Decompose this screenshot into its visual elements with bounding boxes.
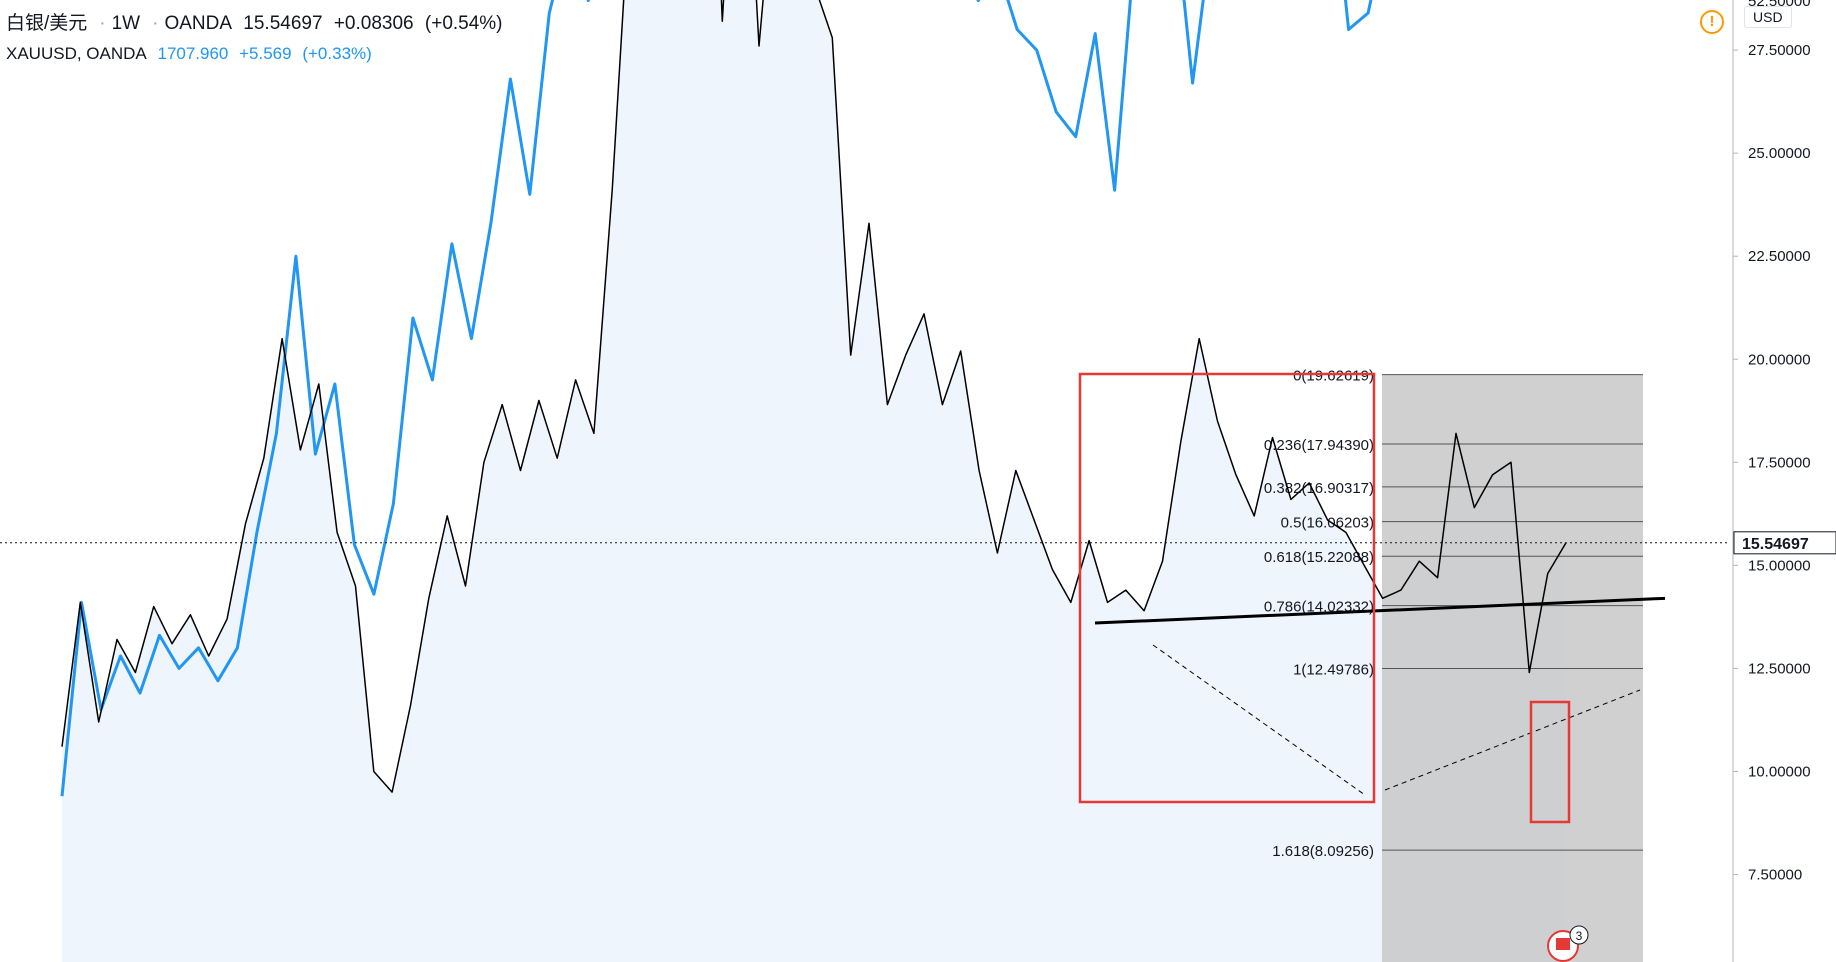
axis-tick-label: 17.50000	[1748, 454, 1811, 471]
axis-tick-label: 7.50000	[1748, 867, 1802, 884]
symbol-header: 白银/美元 · 1W · OANDA 15.54697 +0.08306 (+0.54%…	[6, 13, 503, 34]
interval[interactable]: 1W	[111, 13, 141, 34]
event-count: 3	[1576, 929, 1583, 943]
fib-level-label: 0(19.62619)	[1293, 368, 1374, 385]
fib-level-label: 1(12.49786)	[1293, 661, 1374, 678]
price-change: +0.08306	[333, 13, 414, 34]
support-trendline	[1094, 596, 1666, 625]
drawings[interactable]: 3	[0, 372, 1730, 962]
axis-tick-label: 22.50000	[1748, 248, 1811, 265]
current-price-tag	[1733, 531, 1836, 555]
compare-change-pct: (+0.33%)	[302, 44, 372, 63]
axis-tick-label: 20.00000	[1748, 351, 1811, 368]
fib-level-label: 0.236(17.94390)	[1264, 437, 1374, 454]
price-change-pct: (+0.54%)	[424, 13, 503, 34]
currency-label[interactable]: USD	[1744, 6, 1792, 28]
compare-header: XAUUSD, OANDA 1707.960 +5.569 (+0.33%)	[6, 44, 378, 64]
dashed-trendline-up	[1384, 689, 1641, 791]
dashed-trendline-down	[1152, 644, 1366, 796]
main-series-area	[62, 0, 1566, 962]
axis-tick-label: 27.50000	[1748, 42, 1811, 59]
last-price: 15.54697	[243, 13, 323, 34]
alert-warning-icon[interactable]: !	[1700, 10, 1724, 34]
fib-level-label: 0.382(16.90317)	[1264, 480, 1374, 497]
xagusd-line	[61, 0, 1567, 793]
axis-top-label: 52.50000	[1748, 0, 1811, 10]
highlight-box-small	[1529, 700, 1571, 824]
axis-tick-label: 10.00000	[1748, 763, 1811, 780]
event-count-badge	[1569, 925, 1589, 945]
highlight-box-large	[1078, 372, 1376, 804]
flag-icon	[1556, 938, 1570, 950]
fib-level-label: 0.618(15.22088)	[1264, 549, 1374, 566]
broker: OANDA	[164, 13, 233, 34]
current-price-label: 15.54697	[1742, 536, 1809, 553]
symbol-name[interactable]: 白银/美元	[6, 13, 88, 34]
series-lines	[60, 0, 1567, 797]
xauusd-line	[60, 0, 1373, 797]
price-axis[interactable]: 52.5000050.0000047.5000045.0000042.50000…	[1732, 0, 1836, 962]
fib-level-label: 0.5(16.06203)	[1281, 515, 1374, 532]
axis-tick-label: 12.50000	[1748, 660, 1811, 677]
compare-last: 1707.960	[157, 44, 229, 63]
compare-symbol[interactable]: XAUUSD, OANDA	[6, 44, 147, 63]
fib-level-label: 1.618(8.09256)	[1272, 843, 1374, 860]
area-fill	[62, 0, 1566, 962]
axis-tick-label: 25.00000	[1748, 145, 1811, 162]
axis-tick-label: 15.00000	[1748, 557, 1811, 574]
compare-change: +5.569	[239, 44, 292, 63]
